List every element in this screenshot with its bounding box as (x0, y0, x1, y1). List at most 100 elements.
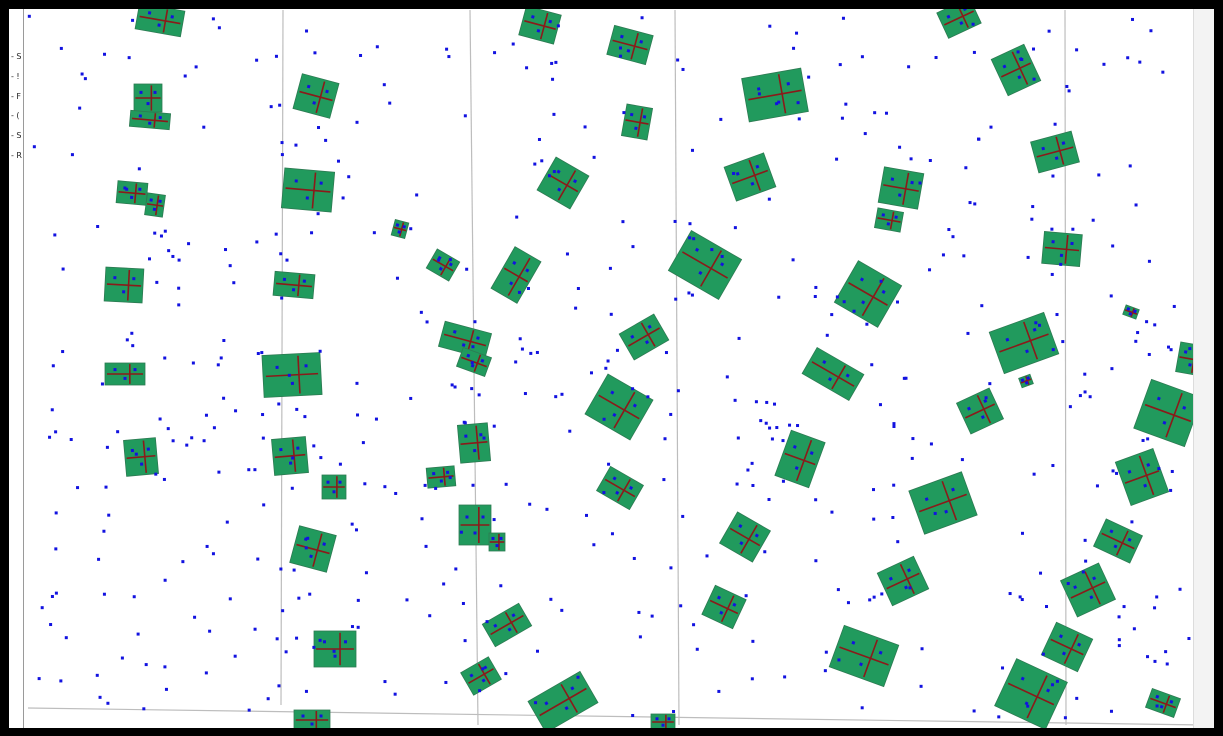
point-marker-icon (881, 289, 886, 294)
point-marker-icon (550, 61, 554, 65)
point-marker-icon (409, 396, 413, 400)
point-marker-icon (552, 112, 556, 116)
point-marker-icon (667, 717, 671, 721)
point-marker-icon (705, 554, 709, 558)
building-centerline (291, 439, 297, 472)
building-centerline (539, 12, 549, 40)
point-marker-icon (158, 199, 162, 203)
point-marker-icon (476, 336, 480, 340)
building-polygon-icon (280, 167, 336, 213)
point-marker-icon (499, 536, 503, 540)
building-centerline (524, 20, 556, 30)
building-centerline (312, 533, 323, 567)
building-centerline (118, 191, 146, 195)
point-marker-icon (50, 408, 54, 412)
point-marker-icon (350, 625, 354, 629)
point-marker-icon (316, 212, 320, 216)
point-marker-icon (983, 399, 988, 404)
building-centerline (1044, 246, 1080, 252)
point-marker-icon (295, 636, 299, 640)
point-marker-icon (1155, 704, 1159, 708)
point-marker-icon (529, 351, 533, 355)
building-centerline (1084, 571, 1101, 605)
point-marker-icon (64, 636, 68, 640)
map-canvas[interactable]: - S - ! - F - ( - S - R (9, 9, 1214, 728)
vertical-scrollbar[interactable] (1193, 9, 1214, 728)
point-marker-icon (222, 396, 226, 400)
point-marker-icon (1134, 203, 1138, 207)
point-marker-icon (783, 675, 787, 679)
building-centerline (311, 172, 317, 209)
point-marker-icon (865, 322, 869, 326)
point-marker-icon (1188, 363, 1192, 367)
building-centerline (1020, 378, 1032, 384)
point-marker-icon (1020, 676, 1025, 681)
point-marker-icon (305, 196, 309, 200)
point-marker-icon (886, 222, 891, 226)
point-marker-icon (837, 658, 841, 662)
point-marker-icon (363, 482, 367, 486)
point-marker-icon (720, 254, 724, 258)
point-marker-icon (890, 177, 895, 181)
point-marker-icon (568, 429, 572, 433)
building-polygon-icon (718, 511, 772, 563)
building-centerline (1130, 308, 1135, 318)
point-marker-icon (830, 510, 834, 514)
point-marker-icon (1113, 544, 1118, 549)
point-marker-icon (512, 260, 517, 265)
point-marker-icon (1008, 592, 1012, 596)
point-marker-icon (481, 678, 486, 683)
point-marker-icon (127, 56, 131, 60)
point-marker-icon (326, 480, 330, 484)
point-marker-icon (125, 187, 129, 191)
point-marker-icon (187, 242, 191, 246)
point-marker-icon (732, 171, 736, 175)
point-marker-icon (483, 665, 488, 670)
point-marker-icon (54, 547, 58, 551)
point-marker-icon (898, 145, 902, 149)
point-marker-icon (59, 679, 63, 683)
point-marker-icon (312, 444, 316, 448)
point-marker-icon (471, 483, 475, 487)
point-marker-icon (525, 66, 529, 70)
point-marker-icon (637, 610, 641, 614)
point-marker-icon (757, 92, 761, 96)
point-marker-icon (556, 169, 561, 174)
point-marker-icon (638, 635, 642, 639)
point-marker-icon (852, 309, 856, 313)
map-view[interactable] (9, 9, 1214, 728)
building-polygon-icon (936, 9, 982, 39)
point-marker-icon (860, 706, 864, 710)
point-marker-icon (76, 486, 80, 490)
point-marker-icon (1002, 64, 1007, 69)
building-centerline (475, 425, 480, 460)
point-marker-icon (137, 167, 141, 171)
point-marker-icon (294, 143, 298, 147)
point-marker-icon (148, 257, 152, 261)
point-marker-icon (284, 650, 288, 654)
point-marker-icon (224, 248, 228, 252)
point-marker-icon (560, 608, 564, 612)
point-marker-icon (1047, 29, 1051, 33)
point-marker-icon (687, 291, 691, 295)
legend-item-2: - ! (11, 72, 20, 81)
point-marker-icon (1026, 255, 1030, 259)
building-centerline (1124, 470, 1160, 484)
point-marker-icon (292, 568, 296, 572)
point-marker-icon (918, 181, 922, 185)
building-polygon-icon (1114, 448, 1170, 506)
point-marker-icon (309, 554, 313, 559)
point-marker-icon (479, 433, 483, 437)
point-marker-icon (1081, 570, 1085, 574)
point-marker-icon (574, 306, 578, 310)
point-marker-icon (253, 468, 257, 472)
point-marker-icon (604, 366, 608, 370)
point-marker-icon (247, 468, 251, 472)
point-marker-icon (859, 662, 863, 667)
point-marker-icon (870, 363, 874, 367)
point-marker-icon (280, 141, 284, 145)
point-marker-icon (1034, 321, 1038, 325)
building-polygon-icon (437, 320, 493, 360)
building-polygon-icon (115, 180, 149, 206)
point-marker-icon (485, 620, 489, 624)
